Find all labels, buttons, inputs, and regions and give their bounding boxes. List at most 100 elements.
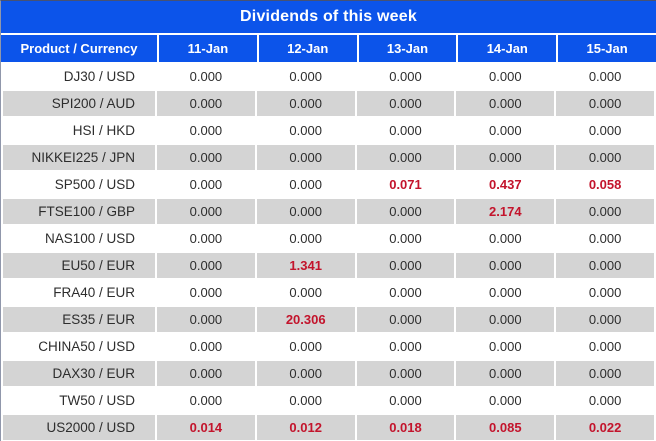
- dividend-value: 0.000: [556, 145, 654, 170]
- dividend-value: 0.000: [356, 388, 455, 413]
- dividend-value: 0.000: [157, 388, 255, 413]
- table-row: EU50 / EUR 0.000 1.341 0.000 0.000 0.000: [1, 253, 656, 278]
- dividend-value: 0.000: [456, 226, 555, 251]
- product-cell: FTSE100 / GBP: [3, 199, 155, 224]
- dividend-value: 0.000: [556, 361, 654, 386]
- dividend-value: 0.000: [157, 361, 255, 386]
- dividend-value: 0.000: [356, 280, 455, 305]
- table-header: Product / Currency 11-Jan 12-Jan 13-Jan …: [1, 35, 656, 62]
- dividend-value: 0.000: [356, 145, 455, 170]
- dividend-value: 0.000: [157, 91, 255, 116]
- table-body: DJ30 / USD 0.000 0.000 0.000 0.000 0.000 SPI20…: [1, 64, 656, 440]
- dividend-value: 0.000: [356, 307, 455, 332]
- product-cell: ES35 / EUR: [3, 307, 155, 332]
- product-cell: DJ30 / USD: [3, 64, 155, 89]
- dividend-value: 0.000: [356, 334, 455, 359]
- column-header-day3: 13-Jan: [358, 35, 457, 62]
- dividend-value: 0.000: [356, 226, 455, 251]
- dividend-value: 0.000: [556, 388, 654, 413]
- dividend-value: 0.000: [456, 307, 555, 332]
- dividend-value: 0.000: [556, 199, 654, 224]
- product-cell: SPI200 / AUD: [3, 91, 155, 116]
- product-cell: EU50 / EUR: [3, 253, 155, 278]
- dividend-value: 0.000: [157, 64, 255, 89]
- dividend-value: 0.085: [456, 415, 555, 440]
- dividend-value: 0.000: [356, 253, 455, 278]
- dividend-value: 0.000: [356, 118, 455, 143]
- dividend-value: 0.000: [556, 118, 654, 143]
- table-row: TW50 / USD 0.000 0.000 0.000 0.000 0.000: [1, 388, 656, 413]
- dividend-value: 0.000: [256, 199, 355, 224]
- product-cell: TW50 / USD: [3, 388, 155, 413]
- dividend-value: 0.000: [456, 280, 555, 305]
- column-header-product: Product / Currency: [1, 35, 157, 62]
- table-row: NIKKEI225 / JPN 0.000 0.000 0.000 0.000 0.000: [1, 145, 656, 170]
- widget-title: Dividends of this week: [1, 1, 656, 35]
- dividend-value: 0.000: [556, 307, 654, 332]
- dividend-value: 0.437: [456, 172, 555, 197]
- dividend-value: 0.000: [157, 145, 255, 170]
- dividend-value: 0.000: [157, 118, 255, 143]
- table-row: SPI200 / AUD 0.000 0.000 0.000 0.000 0.000: [1, 91, 656, 116]
- dividend-value: 0.000: [456, 388, 555, 413]
- dividend-value: 0.000: [456, 253, 555, 278]
- dividend-value: 0.018: [356, 415, 455, 440]
- dividend-value: 0.000: [556, 253, 654, 278]
- dividend-value: 0.000: [456, 361, 555, 386]
- table-row: SP500 / USD 0.000 0.000 0.071 0.437 0.058: [1, 172, 656, 197]
- dividend-value: 0.000: [157, 226, 255, 251]
- table-row: FRA40 / EUR 0.000 0.000 0.000 0.000 0.000: [1, 280, 656, 305]
- dividend-value: 0.000: [556, 280, 654, 305]
- dividend-value: 0.000: [157, 280, 255, 305]
- dividend-value: 0.058: [556, 172, 654, 197]
- product-cell: FRA40 / EUR: [3, 280, 155, 305]
- table-row: DJ30 / USD 0.000 0.000 0.000 0.000 0.000: [1, 64, 656, 89]
- dividend-value: 0.000: [157, 172, 255, 197]
- dividend-value: 0.000: [157, 253, 255, 278]
- dividend-value: 0.000: [556, 64, 654, 89]
- table-row: FTSE100 / GBP 0.000 0.000 0.000 2.174 0.000: [1, 199, 656, 224]
- dividend-value: 0.000: [256, 388, 355, 413]
- product-cell: HSI / HKD: [3, 118, 155, 143]
- dividend-value: 0.000: [456, 145, 555, 170]
- column-header-day5: 15-Jan: [558, 35, 656, 62]
- product-cell: DAX30 / EUR: [3, 361, 155, 386]
- dividend-value: 0.000: [157, 307, 255, 332]
- dividend-value: 2.174: [456, 199, 555, 224]
- dividend-value: 0.000: [556, 226, 654, 251]
- product-cell: CHINA50 / USD: [3, 334, 155, 359]
- dividend-value: 0.000: [256, 91, 355, 116]
- product-cell: US2000 / USD: [3, 415, 155, 440]
- dividend-value: 0.071: [356, 172, 455, 197]
- dividend-value: 0.000: [256, 361, 355, 386]
- dividend-value: 0.000: [556, 334, 654, 359]
- product-cell: NAS100 / USD: [3, 226, 155, 251]
- dividend-value: 0.000: [256, 64, 355, 89]
- table-row: HSI / HKD 0.000 0.000 0.000 0.000 0.000: [1, 118, 656, 143]
- dividend-value: 0.000: [356, 91, 455, 116]
- table-row: DAX30 / EUR 0.000 0.000 0.000 0.000 0.000: [1, 361, 656, 386]
- column-header-day2: 12-Jan: [258, 35, 357, 62]
- table-row: NAS100 / USD 0.000 0.000 0.000 0.000 0.000: [1, 226, 656, 251]
- dividend-value: 0.000: [256, 145, 355, 170]
- dividend-value: 1.341: [256, 253, 355, 278]
- dividend-value: 0.000: [456, 91, 555, 116]
- dividend-value: 0.022: [556, 415, 654, 440]
- dividend-value: 20.306: [256, 307, 355, 332]
- dividend-value: 0.000: [256, 118, 355, 143]
- dividend-value: 0.000: [157, 334, 255, 359]
- product-cell: NIKKEI225 / JPN: [3, 145, 155, 170]
- dividend-value: 0.012: [256, 415, 355, 440]
- product-cell: SP500 / USD: [3, 172, 155, 197]
- column-header-day1: 11-Jan: [159, 35, 257, 62]
- dividend-value: 0.000: [456, 64, 555, 89]
- dividend-value: 0.000: [356, 64, 455, 89]
- table-row: CHINA50 / USD 0.000 0.000 0.000 0.000 0.000: [1, 334, 656, 359]
- dividend-value: 0.000: [157, 199, 255, 224]
- dividend-value: 0.014: [157, 415, 255, 440]
- dividend-value: 0.000: [456, 334, 555, 359]
- dividend-value: 0.000: [256, 172, 355, 197]
- dividend-value: 0.000: [556, 91, 654, 116]
- dividend-value: 0.000: [356, 199, 455, 224]
